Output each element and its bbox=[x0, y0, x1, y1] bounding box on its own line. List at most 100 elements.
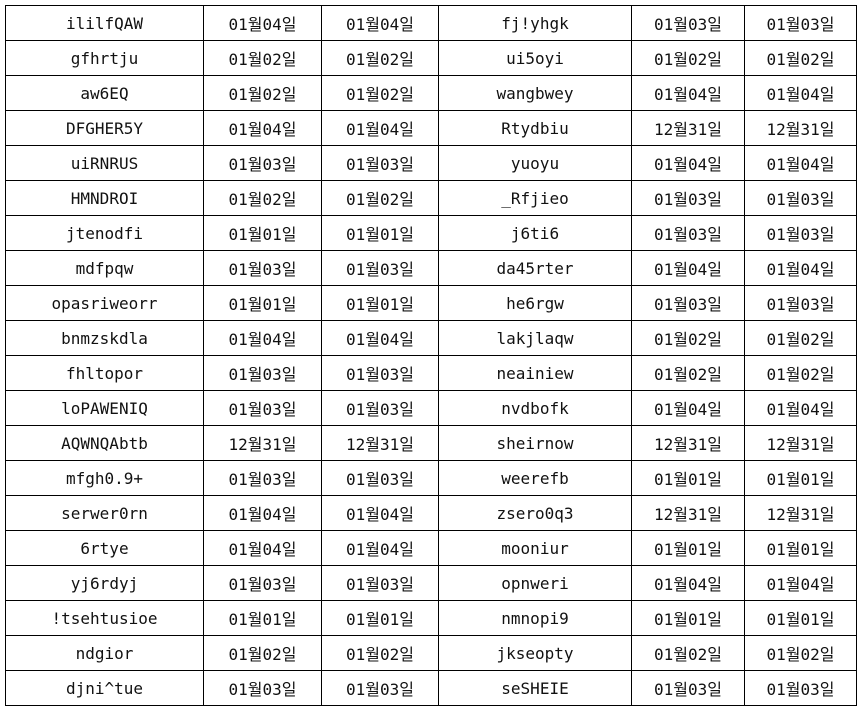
date-cell[interactable]: 12월31일 bbox=[631, 425, 745, 461]
date-cell[interactable]: 01월02일 bbox=[203, 75, 322, 111]
date-cell[interactable]: 01월01일 bbox=[321, 285, 439, 321]
date-cell[interactable]: 01월04일 bbox=[631, 390, 745, 426]
name-cell[interactable]: fhltopor bbox=[5, 355, 204, 391]
date-cell[interactable]: 01월04일 bbox=[631, 250, 745, 286]
date-cell[interactable]: 01월03일 bbox=[203, 145, 322, 181]
name-cell[interactable]: bnmzskdla bbox=[5, 320, 204, 356]
date-cell[interactable]: 01월04일 bbox=[321, 530, 439, 566]
name-cell[interactable]: HMNDROI bbox=[5, 180, 204, 216]
name-cell[interactable]: uiRNRUS bbox=[5, 145, 204, 181]
date-cell[interactable]: 01월01일 bbox=[744, 600, 857, 636]
date-cell[interactable]: 01월03일 bbox=[203, 460, 322, 496]
name-cell[interactable]: aw6EQ bbox=[5, 75, 204, 111]
date-cell[interactable]: 01월03일 bbox=[631, 670, 745, 706]
date-cell[interactable]: 01월02일 bbox=[321, 635, 439, 671]
date-cell[interactable]: 12월31일 bbox=[321, 425, 439, 461]
date-cell[interactable]: 01월02일 bbox=[203, 180, 322, 216]
date-cell[interactable]: 01월04일 bbox=[744, 145, 857, 181]
date-cell[interactable]: 01월03일 bbox=[321, 355, 439, 391]
date-cell[interactable]: 01월03일 bbox=[203, 355, 322, 391]
date-cell[interactable]: 01월04일 bbox=[321, 495, 439, 531]
name-cell[interactable]: fj!yhgk bbox=[438, 5, 632, 41]
date-cell[interactable]: 01월04일 bbox=[744, 250, 857, 286]
name-cell[interactable]: jkseopty bbox=[438, 635, 632, 671]
name-cell[interactable]: serwer0rn bbox=[5, 495, 204, 531]
date-cell[interactable]: 01월01일 bbox=[203, 600, 322, 636]
date-cell[interactable]: 01월03일 bbox=[744, 285, 857, 321]
date-cell[interactable]: 01월04일 bbox=[203, 530, 322, 566]
date-cell[interactable]: 01월03일 bbox=[203, 250, 322, 286]
date-cell[interactable]: 12월31일 bbox=[203, 425, 322, 461]
date-cell[interactable]: 01월03일 bbox=[321, 390, 439, 426]
date-cell[interactable]: 01월04일 bbox=[203, 495, 322, 531]
name-cell[interactable]: loPAWENIQ bbox=[5, 390, 204, 426]
date-cell[interactable]: 01월04일 bbox=[744, 75, 857, 111]
date-cell[interactable]: 12월31일 bbox=[744, 425, 857, 461]
date-cell[interactable]: 01월01일 bbox=[203, 215, 322, 251]
date-cell[interactable]: 12월31일 bbox=[744, 495, 857, 531]
date-cell[interactable]: 01월04일 bbox=[203, 110, 322, 146]
date-cell[interactable]: 01월04일 bbox=[631, 75, 745, 111]
name-cell[interactable]: ui5oyi bbox=[438, 40, 632, 76]
name-cell[interactable]: he6rgw bbox=[438, 285, 632, 321]
date-cell[interactable]: 01월03일 bbox=[744, 670, 857, 706]
name-cell[interactable]: djni^tue bbox=[5, 670, 204, 706]
date-cell[interactable]: 01월03일 bbox=[321, 565, 439, 601]
name-cell[interactable]: weerefb bbox=[438, 460, 632, 496]
date-cell[interactable]: 01월04일 bbox=[321, 320, 439, 356]
date-cell[interactable]: 01월01일 bbox=[744, 460, 857, 496]
date-cell[interactable]: 01월04일 bbox=[321, 5, 439, 41]
name-cell[interactable]: lakjlaqw bbox=[438, 320, 632, 356]
date-cell[interactable]: 12월31일 bbox=[631, 495, 745, 531]
date-cell[interactable]: 01월03일 bbox=[744, 180, 857, 216]
name-cell[interactable]: mdfpqw bbox=[5, 250, 204, 286]
date-cell[interactable]: 01월02일 bbox=[744, 320, 857, 356]
date-cell[interactable]: 12월31일 bbox=[631, 110, 745, 146]
name-cell[interactable]: zsero0q3 bbox=[438, 495, 632, 531]
name-cell[interactable]: 6rtye bbox=[5, 530, 204, 566]
date-cell[interactable]: 01월03일 bbox=[744, 215, 857, 251]
name-cell[interactable]: mooniur bbox=[438, 530, 632, 566]
date-cell[interactable]: 01월01일 bbox=[744, 530, 857, 566]
name-cell[interactable]: yj6rdyj bbox=[5, 565, 204, 601]
name-cell[interactable]: yuoyu bbox=[438, 145, 632, 181]
date-cell[interactable]: 12월31일 bbox=[744, 110, 857, 146]
date-cell[interactable]: 01월04일 bbox=[203, 5, 322, 41]
date-cell[interactable]: 01월01일 bbox=[631, 530, 745, 566]
date-cell[interactable]: 01월03일 bbox=[631, 285, 745, 321]
name-cell[interactable]: opasriweorr bbox=[5, 285, 204, 321]
name-cell[interactable]: jtenodfi bbox=[5, 215, 204, 251]
date-cell[interactable]: 01월02일 bbox=[203, 40, 322, 76]
name-cell[interactable]: neainiew bbox=[438, 355, 632, 391]
name-cell[interactable]: da45rter bbox=[438, 250, 632, 286]
date-cell[interactable]: 01월01일 bbox=[203, 285, 322, 321]
date-cell[interactable]: 01월01일 bbox=[321, 215, 439, 251]
date-cell[interactable]: 01월03일 bbox=[203, 670, 322, 706]
date-cell[interactable]: 01월03일 bbox=[631, 180, 745, 216]
date-cell[interactable]: 01월02일 bbox=[321, 40, 439, 76]
date-cell[interactable]: 01월02일 bbox=[321, 180, 439, 216]
date-cell[interactable]: 01월03일 bbox=[321, 670, 439, 706]
date-cell[interactable]: 01월02일 bbox=[744, 355, 857, 391]
date-cell[interactable]: 01월01일 bbox=[321, 600, 439, 636]
date-cell[interactable]: 01월04일 bbox=[631, 565, 745, 601]
date-cell[interactable]: 01월04일 bbox=[744, 390, 857, 426]
date-cell[interactable]: 01월02일 bbox=[631, 40, 745, 76]
date-cell[interactable]: 01월02일 bbox=[631, 320, 745, 356]
name-cell[interactable]: DFGHER5Y bbox=[5, 110, 204, 146]
name-cell[interactable]: nvdbofk bbox=[438, 390, 632, 426]
date-cell[interactable]: 01월01일 bbox=[631, 600, 745, 636]
name-cell[interactable]: sheirnow bbox=[438, 425, 632, 461]
name-cell[interactable]: Rtydbiu bbox=[438, 110, 632, 146]
date-cell[interactable]: 01월03일 bbox=[203, 565, 322, 601]
name-cell[interactable]: !tsehtusioe bbox=[5, 600, 204, 636]
date-cell[interactable]: 01월03일 bbox=[631, 215, 745, 251]
date-cell[interactable]: 01월02일 bbox=[203, 635, 322, 671]
date-cell[interactable]: 01월04일 bbox=[203, 320, 322, 356]
name-cell[interactable]: gfhrtju bbox=[5, 40, 204, 76]
date-cell[interactable]: 01월03일 bbox=[321, 460, 439, 496]
date-cell[interactable]: 01월03일 bbox=[321, 250, 439, 286]
date-cell[interactable]: 01월01일 bbox=[631, 460, 745, 496]
name-cell[interactable]: wangbwey bbox=[438, 75, 632, 111]
name-cell[interactable]: ndgior bbox=[5, 635, 204, 671]
